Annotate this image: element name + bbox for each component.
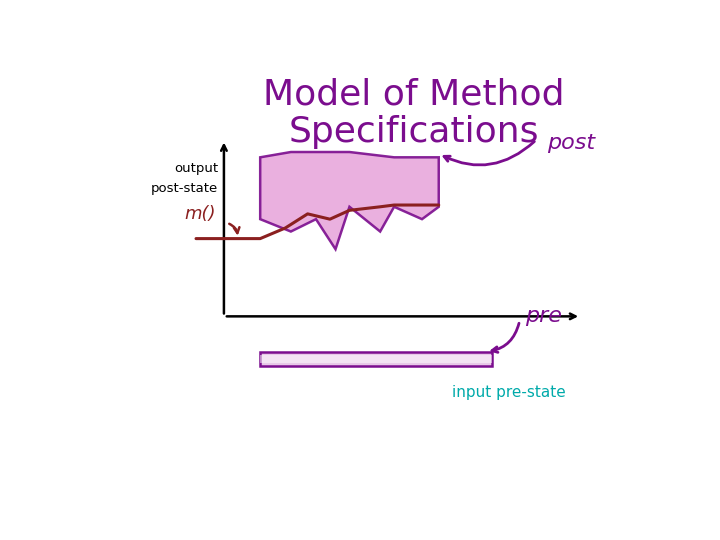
Text: Specifications: Specifications	[289, 114, 539, 148]
Text: post-state: post-state	[151, 182, 218, 195]
Text: post: post	[547, 133, 595, 153]
Text: pre: pre	[526, 306, 562, 326]
Text: Model of Method: Model of Method	[263, 77, 564, 111]
Text: input pre-state: input pre-state	[451, 385, 565, 400]
Text: output: output	[174, 162, 218, 175]
Polygon shape	[260, 152, 438, 249]
Bar	[260, 352, 492, 366]
Text: m(): m()	[184, 205, 215, 223]
Bar	[260, 355, 492, 363]
